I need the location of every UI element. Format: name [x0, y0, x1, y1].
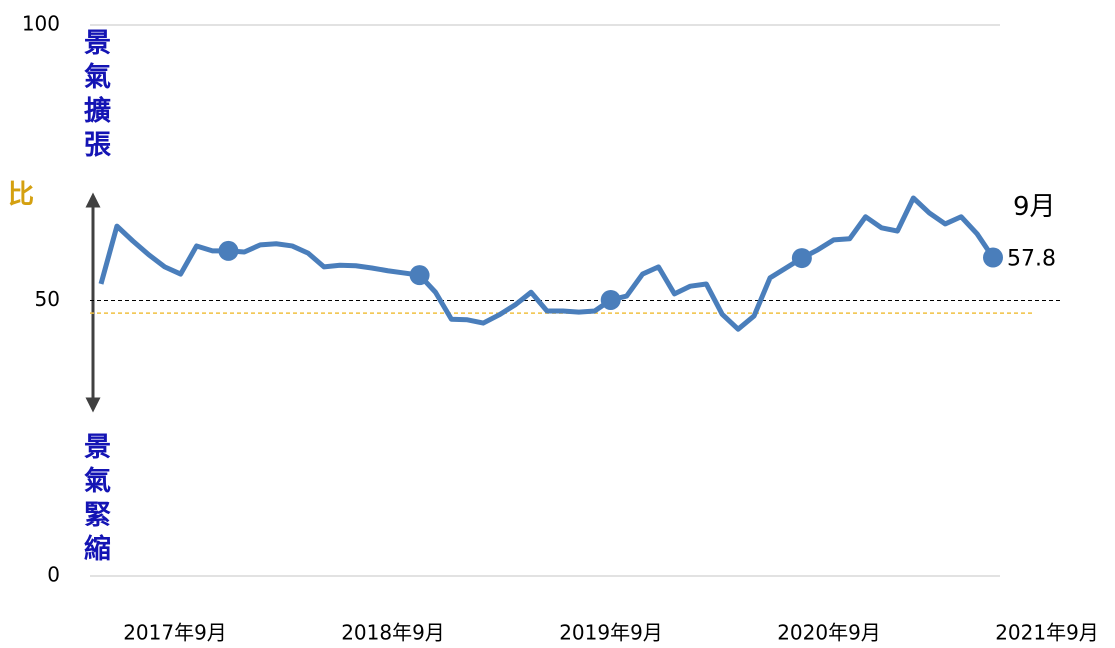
contraction-label: 景氣緊縮	[79, 432, 110, 568]
point-marker	[218, 240, 239, 261]
x-tick-label: 2021年9月	[995, 621, 1099, 645]
y-tick-label: 0	[47, 563, 60, 587]
line	[98, 195, 996, 332]
point-marker	[409, 265, 430, 286]
side-label: 比	[8, 180, 35, 210]
point-marker	[791, 248, 812, 269]
annotation: 9月	[1013, 192, 1056, 222]
x-tick-label: 2017年9月	[123, 621, 227, 645]
expansion-label: 景氣擴張	[79, 28, 110, 164]
y-tick-label: 100	[22, 12, 60, 36]
x-tick-label: 2020年9月	[777, 621, 881, 645]
data-label: 57.8	[1007, 247, 1056, 272]
point-marker	[600, 289, 621, 310]
y-tick-label: 50	[35, 287, 60, 311]
point-marker	[983, 247, 1003, 268]
x-tick-label: 2018年9月	[341, 621, 445, 645]
x-tick-label: 2019年9月	[559, 621, 663, 645]
